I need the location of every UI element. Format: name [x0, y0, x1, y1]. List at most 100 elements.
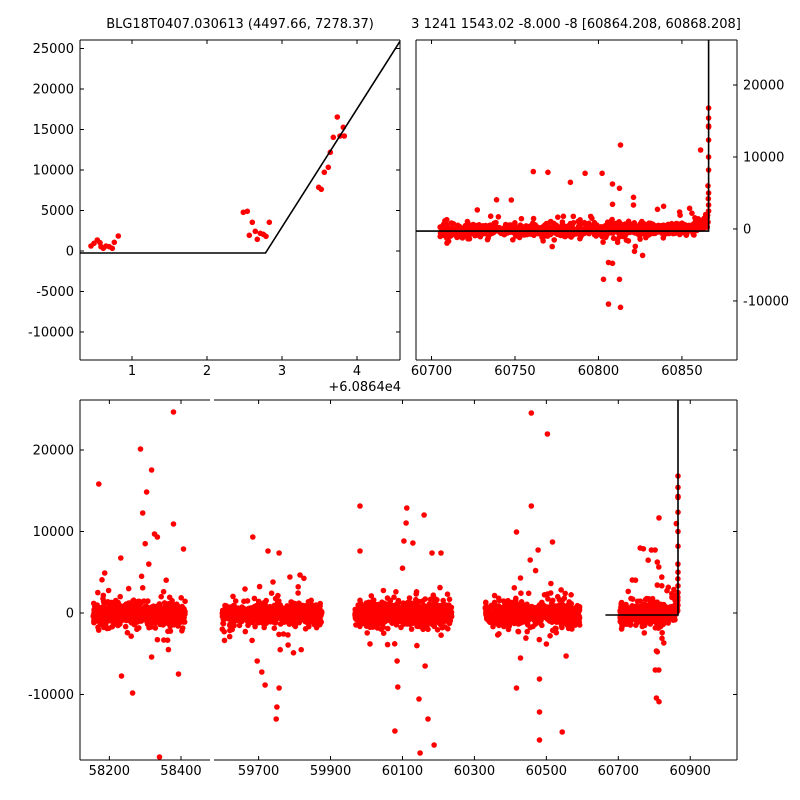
- data-point: [244, 598, 251, 604]
- x-tick-label: 60700: [411, 364, 452, 379]
- data-point: [550, 597, 556, 604]
- data-point: [468, 225, 474, 231]
- data-point: [422, 603, 428, 610]
- data-point: [600, 276, 607, 283]
- data-point: [400, 600, 407, 606]
- y-tick-label: 25000: [33, 42, 74, 57]
- data-point: [425, 716, 431, 722]
- data-point: [378, 608, 385, 615]
- data-point: [142, 540, 148, 547]
- data-point: [440, 597, 447, 604]
- x-tick-label: 1: [128, 364, 136, 379]
- data-point: [605, 259, 612, 266]
- data-point: [311, 621, 318, 628]
- data-point: [317, 603, 323, 609]
- data-point: [458, 234, 464, 240]
- data-point: [495, 595, 502, 602]
- data-point: [576, 225, 583, 232]
- data-point: [625, 588, 631, 595]
- data-point: [536, 636, 543, 643]
- data-point: [439, 618, 446, 624]
- data-point: [315, 620, 322, 627]
- data-point: [545, 596, 551, 602]
- data-point: [148, 467, 155, 473]
- data-point: [246, 608, 253, 615]
- data-point: [545, 220, 551, 227]
- data-point: [547, 604, 554, 610]
- data-point: [404, 505, 410, 511]
- data-point: [120, 613, 127, 620]
- data-point: [635, 231, 642, 237]
- data-point: [480, 224, 487, 230]
- data-point: [101, 600, 108, 606]
- data-point: [308, 597, 315, 604]
- data-point: [138, 573, 145, 580]
- data-point: [380, 630, 387, 636]
- data-point: [605, 301, 612, 307]
- y-tick-label: -5000: [36, 285, 74, 300]
- data-point: [391, 641, 398, 647]
- data-point: [297, 572, 303, 578]
- data-point: [641, 231, 647, 237]
- data-point: [539, 234, 545, 240]
- data-point: [137, 446, 144, 452]
- data-point: [253, 602, 260, 609]
- data-point: [390, 603, 397, 609]
- data-point: [232, 598, 239, 604]
- data-point: [661, 619, 668, 626]
- data-point: [639, 252, 646, 259]
- data-point: [528, 503, 535, 509]
- data-point: [145, 609, 151, 616]
- data-point: [392, 728, 398, 734]
- data-point: [511, 585, 518, 591]
- data-point: [170, 409, 177, 415]
- data-point: [560, 213, 567, 220]
- data-point: [285, 619, 291, 625]
- data-point: [167, 628, 174, 634]
- data-point: [493, 197, 500, 203]
- data-point: [516, 234, 523, 241]
- data-point: [219, 626, 226, 632]
- data-point: [378, 626, 385, 632]
- data-point: [242, 586, 248, 592]
- data-point: [100, 607, 107, 614]
- data-point: [377, 614, 383, 620]
- data-point: [524, 628, 530, 635]
- data-point: [646, 220, 652, 226]
- data-point: [616, 276, 623, 283]
- data-point: [486, 614, 492, 620]
- data-point: [559, 729, 565, 735]
- data-point: [553, 625, 559, 632]
- data-point: [302, 618, 309, 625]
- y-tick-label: 0: [66, 606, 74, 621]
- y-tick-label: 10000: [743, 150, 784, 165]
- y-tick-label: -10000: [743, 294, 789, 309]
- data-point: [518, 215, 525, 222]
- data-point: [570, 213, 577, 220]
- data-point: [259, 611, 266, 617]
- data-point: [416, 623, 423, 630]
- data-point: [106, 625, 112, 631]
- data-point: [262, 682, 268, 688]
- data-point: [158, 593, 164, 600]
- data-point: [530, 623, 536, 630]
- data-point: [109, 245, 116, 252]
- data-point: [445, 617, 452, 624]
- data-point: [371, 606, 378, 613]
- data-point: [505, 619, 512, 625]
- y-tick-label: 20000: [33, 443, 74, 458]
- data-point: [126, 607, 133, 614]
- data-point: [438, 550, 444, 556]
- data-point: [668, 220, 675, 227]
- data-point: [394, 658, 400, 664]
- data-point: [545, 169, 551, 176]
- data-point: [249, 219, 256, 226]
- data-point: [156, 754, 163, 760]
- data-point: [163, 577, 169, 583]
- data-point: [567, 179, 574, 186]
- data-point: [496, 631, 502, 637]
- data-point: [526, 616, 532, 623]
- data-point: [136, 625, 142, 631]
- data-point: [674, 602, 680, 608]
